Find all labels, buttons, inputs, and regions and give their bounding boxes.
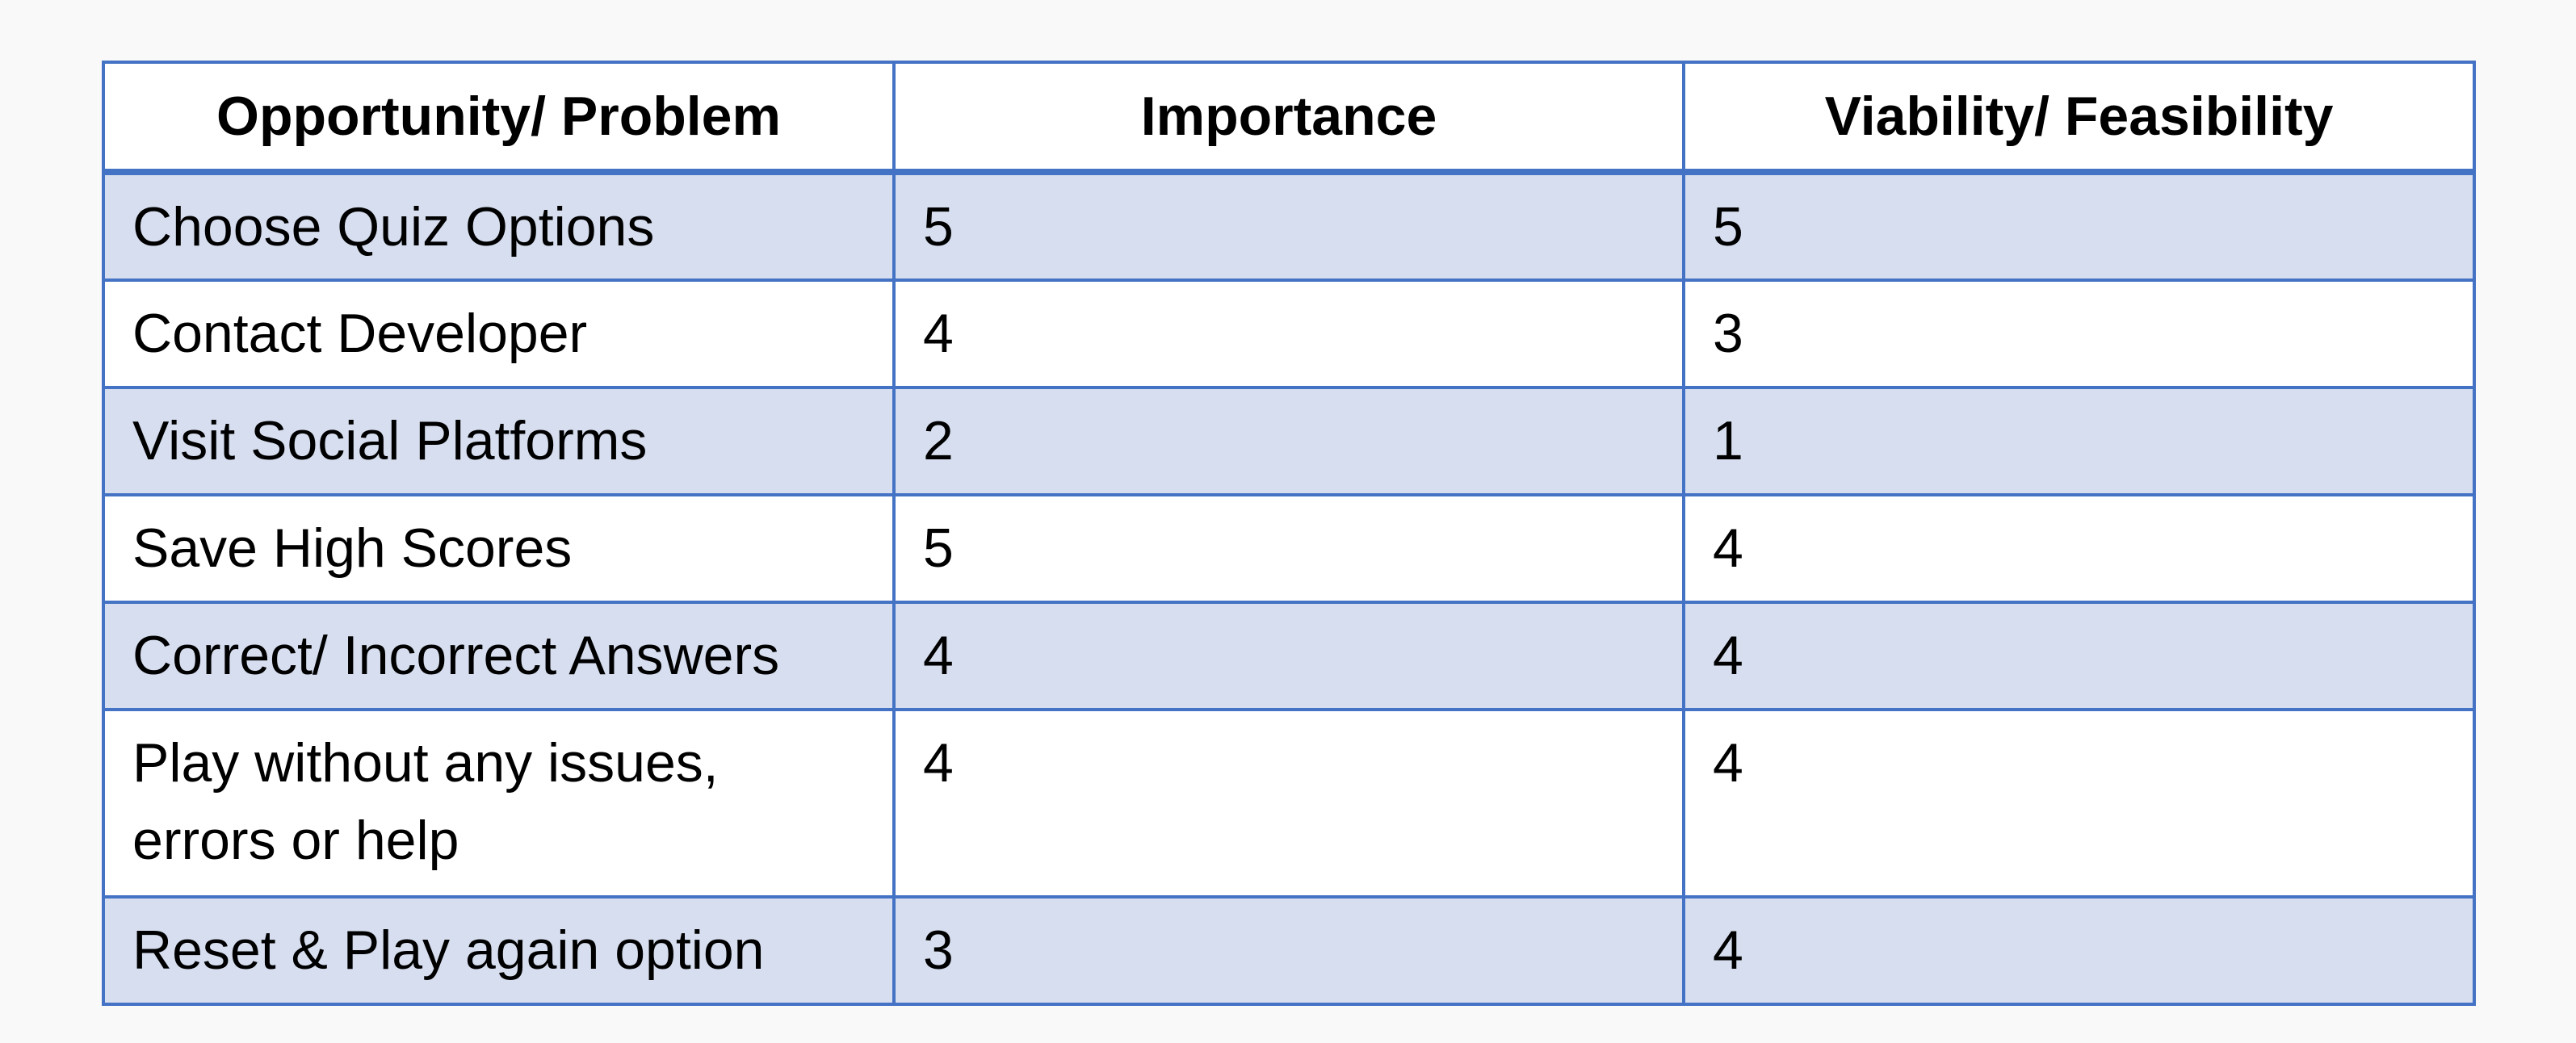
cell-importance: 3: [892, 895, 1685, 1006]
cell-problem: Save High Scores: [102, 493, 896, 604]
cell-viability: 5: [1682, 170, 2476, 282]
priority-table-container: Opportunity/ Problem Importance Viabilit…: [102, 61, 2476, 1006]
cell-importance: 2: [892, 386, 1685, 496]
cell-importance: 4: [892, 601, 1685, 711]
priority-table: Opportunity/ Problem Importance Viabilit…: [102, 61, 2476, 1006]
cell-viability: 4: [1682, 895, 2476, 1006]
table-header-row: Opportunity/ Problem Importance Viabilit…: [102, 61, 2476, 175]
cell-problem: Correct/ Incorrect Answers: [102, 601, 896, 711]
header-importance: Importance: [892, 61, 1685, 175]
cell-importance: 5: [892, 493, 1685, 604]
table-row: Reset & Play again option 3 4: [102, 895, 2476, 1006]
cell-problem: Play without any issues, errors or help: [102, 708, 896, 898]
header-viability-feasibility: Viability/ Feasibility: [1682, 61, 2476, 175]
table-row: Correct/ Incorrect Answers 4 4: [102, 601, 2476, 711]
cell-importance: 4: [892, 708, 1685, 898]
cell-viability: 3: [1682, 279, 2476, 389]
cell-problem: Reset & Play again option: [102, 895, 896, 1006]
table-row: Choose Quiz Options 5 5: [102, 170, 2476, 282]
cell-problem: Visit Social Platforms: [102, 386, 896, 496]
cell-viability: 1: [1682, 386, 2476, 496]
cell-viability: 4: [1682, 708, 2476, 898]
cell-importance: 5: [892, 170, 1685, 282]
table-row: Contact Developer 4 3: [102, 279, 2476, 389]
cell-viability: 4: [1682, 493, 2476, 604]
header-opportunity-problem: Opportunity/ Problem: [102, 61, 896, 175]
table-row: Save High Scores 5 4: [102, 493, 2476, 604]
cell-importance: 4: [892, 279, 1685, 389]
cell-viability: 4: [1682, 601, 2476, 711]
cell-problem: Choose Quiz Options: [102, 170, 896, 282]
cell-problem: Contact Developer: [102, 279, 896, 389]
table-row: Visit Social Platforms 2 1: [102, 386, 2476, 496]
table-row: Play without any issues, errors or help …: [102, 708, 2476, 898]
